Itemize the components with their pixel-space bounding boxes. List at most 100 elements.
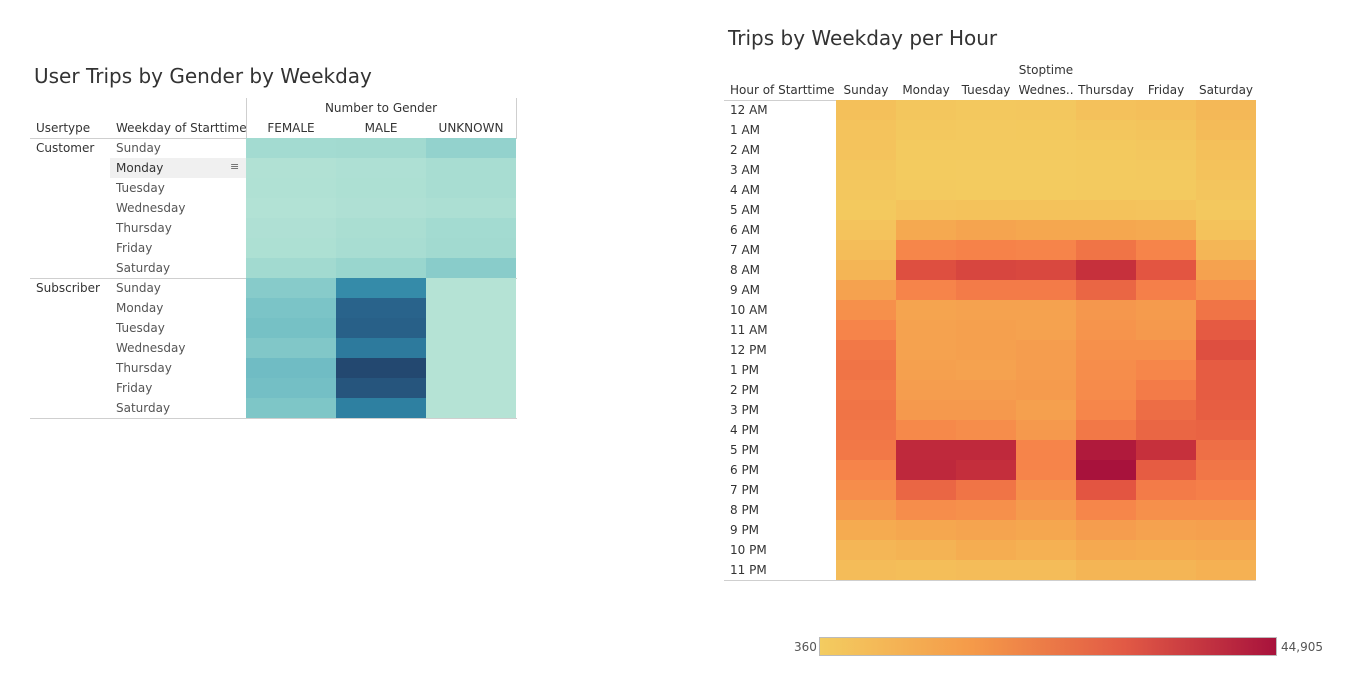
hour-heat-cell[interactable] <box>1016 480 1076 500</box>
hour-heat-cell[interactable] <box>1196 500 1256 520</box>
hour-heat-cell[interactable] <box>1016 360 1076 380</box>
hour-heat-cell[interactable] <box>896 440 956 460</box>
gender-heat-cell[interactable] <box>246 378 336 398</box>
hour-heat-cell[interactable] <box>1136 100 1196 120</box>
hour-heat-cell[interactable] <box>1136 300 1196 320</box>
hour-heat-cell[interactable] <box>896 180 956 200</box>
hour-heat-cell[interactable] <box>1076 200 1136 220</box>
hour-heat-cell[interactable] <box>1016 460 1076 480</box>
hour-heat-cell[interactable] <box>1016 200 1076 220</box>
hour-heat-cell[interactable] <box>836 480 896 500</box>
hour-heat-cell[interactable] <box>1136 520 1196 540</box>
gender-heat-cell[interactable] <box>336 398 426 418</box>
hour-heat-cell[interactable] <box>836 380 896 400</box>
hour-heat-cell[interactable] <box>1136 280 1196 300</box>
hour-heat-cell[interactable] <box>896 120 956 140</box>
hour-heat-cell[interactable] <box>1016 120 1076 140</box>
hour-heat-cell[interactable] <box>1016 180 1076 200</box>
hour-heat-cell[interactable] <box>1076 260 1136 280</box>
hour-heat-cell[interactable] <box>1076 160 1136 180</box>
hour-heat-cell[interactable] <box>1196 340 1256 360</box>
hour-heat-cell[interactable] <box>1136 260 1196 280</box>
hour-heat-cell[interactable] <box>1136 220 1196 240</box>
hour-heat-cell[interactable] <box>836 320 896 340</box>
hour-heat-cell[interactable] <box>1196 360 1256 380</box>
hour-heat-cell[interactable] <box>836 120 896 140</box>
gender-heat-cell[interactable] <box>336 298 426 318</box>
gender-heat-cell[interactable] <box>246 358 336 378</box>
hour-heat-cell[interactable] <box>896 400 956 420</box>
hour-heat-cell[interactable] <box>956 120 1016 140</box>
gender-heat-cell[interactable] <box>426 398 516 418</box>
hour-heat-cell[interactable] <box>956 420 1016 440</box>
gender-heat-cell[interactable] <box>336 138 426 158</box>
hour-heat-cell[interactable] <box>1016 400 1076 420</box>
hour-heat-cell[interactable] <box>956 200 1016 220</box>
hour-heat-cell[interactable] <box>956 140 1016 160</box>
hour-heat-cell[interactable] <box>1016 140 1076 160</box>
hour-heat-cell[interactable] <box>1196 320 1256 340</box>
hour-heat-cell[interactable] <box>1136 460 1196 480</box>
hour-heat-cell[interactable] <box>1136 340 1196 360</box>
hour-heat-cell[interactable] <box>1136 120 1196 140</box>
hour-heat-cell[interactable] <box>956 100 1016 120</box>
gender-heat-cell[interactable] <box>246 318 336 338</box>
hour-heat-cell[interactable] <box>1136 400 1196 420</box>
hour-heat-cell[interactable] <box>1196 380 1256 400</box>
gender-heat-cell[interactable] <box>426 178 516 198</box>
hour-heat-cell[interactable] <box>1076 180 1136 200</box>
hour-heat-cell[interactable] <box>836 500 896 520</box>
hour-heat-cell[interactable] <box>896 320 956 340</box>
gender-heat-cell[interactable] <box>246 218 336 238</box>
hour-heat-cell[interactable] <box>1076 460 1136 480</box>
hour-heat-cell[interactable] <box>1136 540 1196 560</box>
hour-heat-cell[interactable] <box>1196 140 1256 160</box>
hour-heat-cell[interactable] <box>1196 240 1256 260</box>
hour-heat-cell[interactable] <box>836 200 896 220</box>
hour-heat-cell[interactable] <box>836 280 896 300</box>
gender-heat-cell[interactable] <box>426 138 516 158</box>
hour-heat-cell[interactable] <box>1076 220 1136 240</box>
gender-heat-cell[interactable] <box>336 158 426 178</box>
hour-heat-cell[interactable] <box>896 300 956 320</box>
hour-heat-cell[interactable] <box>956 520 1016 540</box>
hour-heat-cell[interactable] <box>896 100 956 120</box>
hour-heat-cell[interactable] <box>896 460 956 480</box>
hour-heat-cell[interactable] <box>1136 440 1196 460</box>
gender-heat-cell[interactable] <box>426 358 516 378</box>
hour-heat-cell[interactable] <box>956 560 1016 580</box>
gender-heat-cell[interactable] <box>246 138 336 158</box>
hour-heat-cell[interactable] <box>1136 200 1196 220</box>
gender-heat-cell[interactable] <box>336 238 426 258</box>
gender-heat-cell[interactable] <box>246 278 336 298</box>
hour-heat-cell[interactable] <box>836 540 896 560</box>
hour-heat-cell[interactable] <box>896 280 956 300</box>
gender-heat-cell[interactable] <box>246 398 336 418</box>
hour-heat-cell[interactable] <box>1196 540 1256 560</box>
hour-heat-cell[interactable] <box>1196 520 1256 540</box>
hour-heat-cell[interactable] <box>956 340 1016 360</box>
hour-heat-cell[interactable] <box>1196 300 1256 320</box>
hour-heat-cell[interactable] <box>1016 380 1076 400</box>
hour-heat-cell[interactable] <box>1196 420 1256 440</box>
hour-heat-cell[interactable] <box>1196 120 1256 140</box>
hour-heat-cell[interactable] <box>1016 220 1076 240</box>
hour-heat-cell[interactable] <box>896 360 956 380</box>
hour-heat-cell[interactable] <box>1196 160 1256 180</box>
hour-heat-cell[interactable] <box>896 200 956 220</box>
hour-heat-cell[interactable] <box>836 560 896 580</box>
hour-heat-cell[interactable] <box>836 340 896 360</box>
hour-heat-cell[interactable] <box>1076 540 1136 560</box>
hour-heat-cell[interactable] <box>1196 460 1256 480</box>
hour-heat-cell[interactable] <box>956 320 1016 340</box>
hour-heat-cell[interactable] <box>1076 420 1136 440</box>
hour-heat-cell[interactable] <box>1196 200 1256 220</box>
hour-heat-cell[interactable] <box>1076 340 1136 360</box>
hour-heat-cell[interactable] <box>956 300 1016 320</box>
hour-heat-cell[interactable] <box>956 400 1016 420</box>
gender-heat-cell[interactable] <box>246 238 336 258</box>
hour-heat-cell[interactable] <box>1076 100 1136 120</box>
hour-heat-cell[interactable] <box>1196 280 1256 300</box>
gender-heat-cell[interactable] <box>336 358 426 378</box>
hour-heat-cell[interactable] <box>1076 240 1136 260</box>
